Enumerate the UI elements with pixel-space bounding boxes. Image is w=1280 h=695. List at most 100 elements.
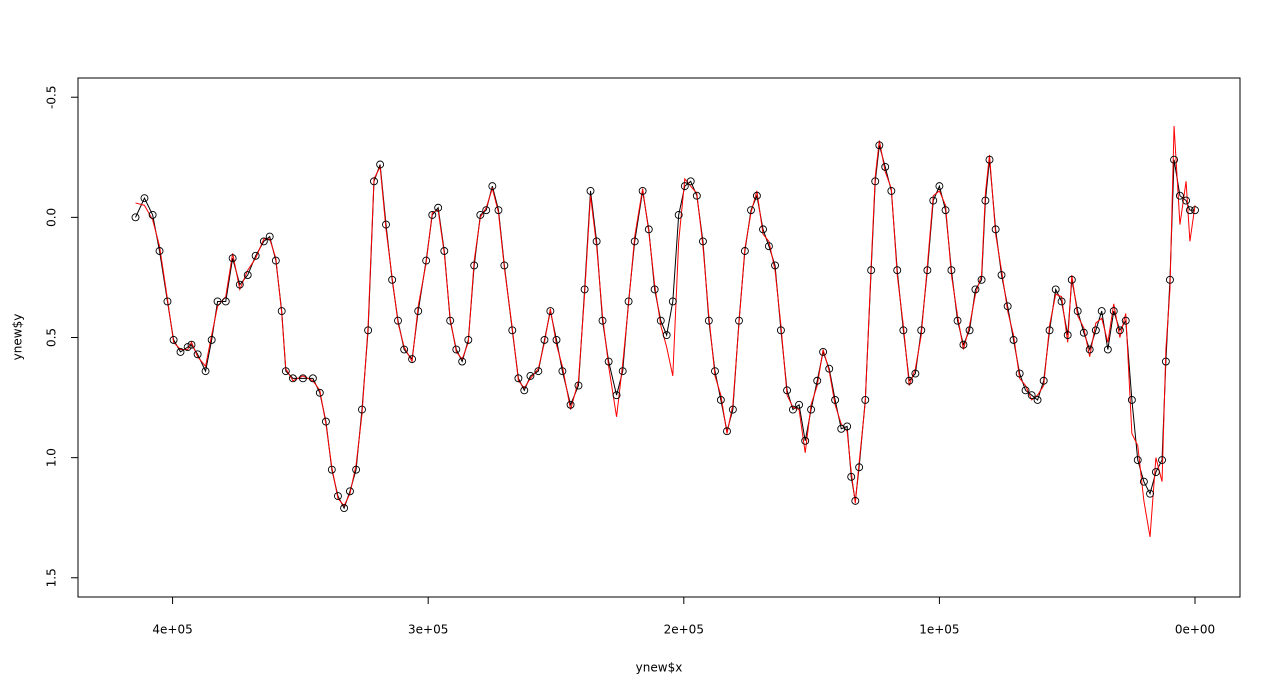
point [899, 326, 908, 335]
point [819, 347, 828, 356]
point [1021, 386, 1030, 395]
point [1161, 357, 1170, 366]
point [692, 191, 701, 200]
x-tick-label: 1e+05 [919, 623, 959, 637]
point [851, 496, 860, 505]
point [953, 316, 962, 325]
point [1097, 307, 1106, 316]
point [704, 316, 713, 325]
point [340, 504, 349, 513]
point [388, 275, 397, 284]
point [476, 211, 485, 219]
point [1121, 316, 1130, 325]
point [470, 261, 479, 270]
point [716, 396, 725, 404]
point [638, 186, 647, 195]
point [747, 206, 755, 215]
point [546, 307, 555, 316]
point [905, 376, 914, 385]
point [881, 162, 890, 171]
point [131, 213, 140, 222]
point [422, 256, 431, 265]
point [1033, 396, 1042, 404]
point [207, 335, 216, 344]
y-tick-label: 1.0 [45, 448, 59, 467]
point [1079, 328, 1088, 337]
point [855, 463, 864, 472]
point [1027, 391, 1036, 400]
point [752, 191, 761, 200]
point [1015, 369, 1024, 378]
point [1127, 396, 1136, 404]
point [446, 316, 455, 325]
point [352, 465, 361, 474]
point [740, 247, 749, 255]
point [566, 400, 575, 409]
point [847, 472, 856, 481]
point [771, 261, 779, 270]
point [400, 345, 409, 354]
y-tick-label: 0.0 [45, 208, 59, 227]
point [1067, 275, 1076, 284]
point [831, 396, 840, 404]
point [807, 405, 816, 414]
point [997, 271, 1006, 279]
point [201, 367, 210, 376]
point [428, 211, 437, 219]
point [346, 487, 354, 496]
point [298, 374, 307, 383]
point [592, 237, 601, 246]
point [1003, 302, 1012, 311]
point [580, 285, 589, 294]
point [1045, 326, 1054, 335]
point [376, 160, 385, 169]
point [650, 285, 659, 294]
point [494, 206, 503, 215]
point [315, 388, 324, 397]
point [1091, 326, 1100, 335]
point [394, 316, 402, 325]
point [911, 369, 920, 378]
point [334, 492, 342, 501]
point [1103, 345, 1112, 354]
point [534, 367, 543, 376]
point [644, 225, 653, 234]
point [163, 297, 172, 306]
point [656, 316, 665, 325]
point [923, 266, 932, 275]
point [1133, 456, 1142, 464]
point [801, 436, 810, 445]
point [259, 237, 268, 246]
point [1139, 477, 1148, 486]
point [618, 367, 627, 376]
point [604, 357, 613, 366]
point [1057, 297, 1066, 306]
point [1063, 331, 1072, 340]
point [586, 186, 595, 195]
point [183, 343, 192, 352]
point [680, 182, 689, 191]
point [540, 335, 549, 344]
point [759, 225, 767, 234]
x-tick-label: 4e+05 [152, 623, 192, 637]
point [1039, 376, 1048, 385]
point [508, 326, 517, 335]
point [764, 242, 773, 251]
point [169, 335, 178, 344]
point [488, 182, 497, 191]
series-line [135, 145, 1196, 510]
point [711, 367, 719, 376]
point [176, 347, 185, 356]
point [308, 374, 317, 383]
point [795, 400, 804, 409]
point [514, 374, 523, 383]
point [1185, 206, 1194, 215]
point [552, 335, 561, 344]
point [520, 386, 529, 395]
point [213, 297, 222, 306]
point [871, 177, 880, 186]
point [1115, 326, 1124, 335]
point [783, 386, 792, 395]
point [1085, 345, 1094, 354]
